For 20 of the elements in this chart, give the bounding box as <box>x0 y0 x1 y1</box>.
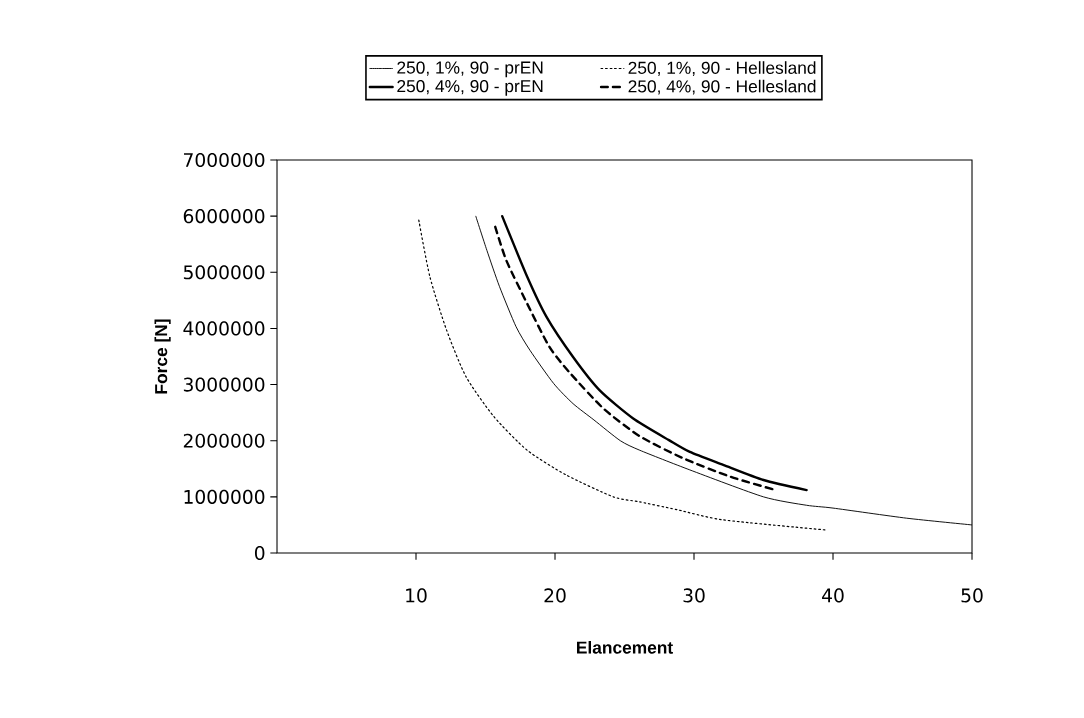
y-tick-label: 3000000 <box>183 377 265 392</box>
y-tick-label: 4000000 <box>183 321 265 336</box>
y-tick-label: 6000000 <box>183 209 265 224</box>
y-tick-label: 2000000 <box>183 433 265 448</box>
x-axis-title: Elancement <box>577 640 673 654</box>
legend-label: 250, 4%, 90 - Hellesland <box>628 79 816 95</box>
line-series <box>418 219 827 531</box>
y-tick-label: 0 <box>254 545 265 561</box>
x-tick-label: 10 <box>406 588 427 603</box>
legend-label: 250, 4%, 90 - prEN <box>397 79 543 96</box>
y-tick-label: 1000000 <box>184 489 265 504</box>
y-tick-label: 7000000 <box>184 152 265 168</box>
x-tick-label: 30 <box>683 588 705 603</box>
y-axis-title: Force [N] <box>154 319 171 394</box>
legend-label: 250, 1%, 90 - prEN <box>397 61 543 78</box>
y-tick-label: 5000000 <box>183 265 265 280</box>
x-tick-label: 20 <box>544 588 566 603</box>
x-tick-label: 40 <box>822 588 844 603</box>
legend-label: 250, 1%, 90 - Hellesland <box>628 61 816 76</box>
x-tick-label: 50 <box>961 588 983 603</box>
